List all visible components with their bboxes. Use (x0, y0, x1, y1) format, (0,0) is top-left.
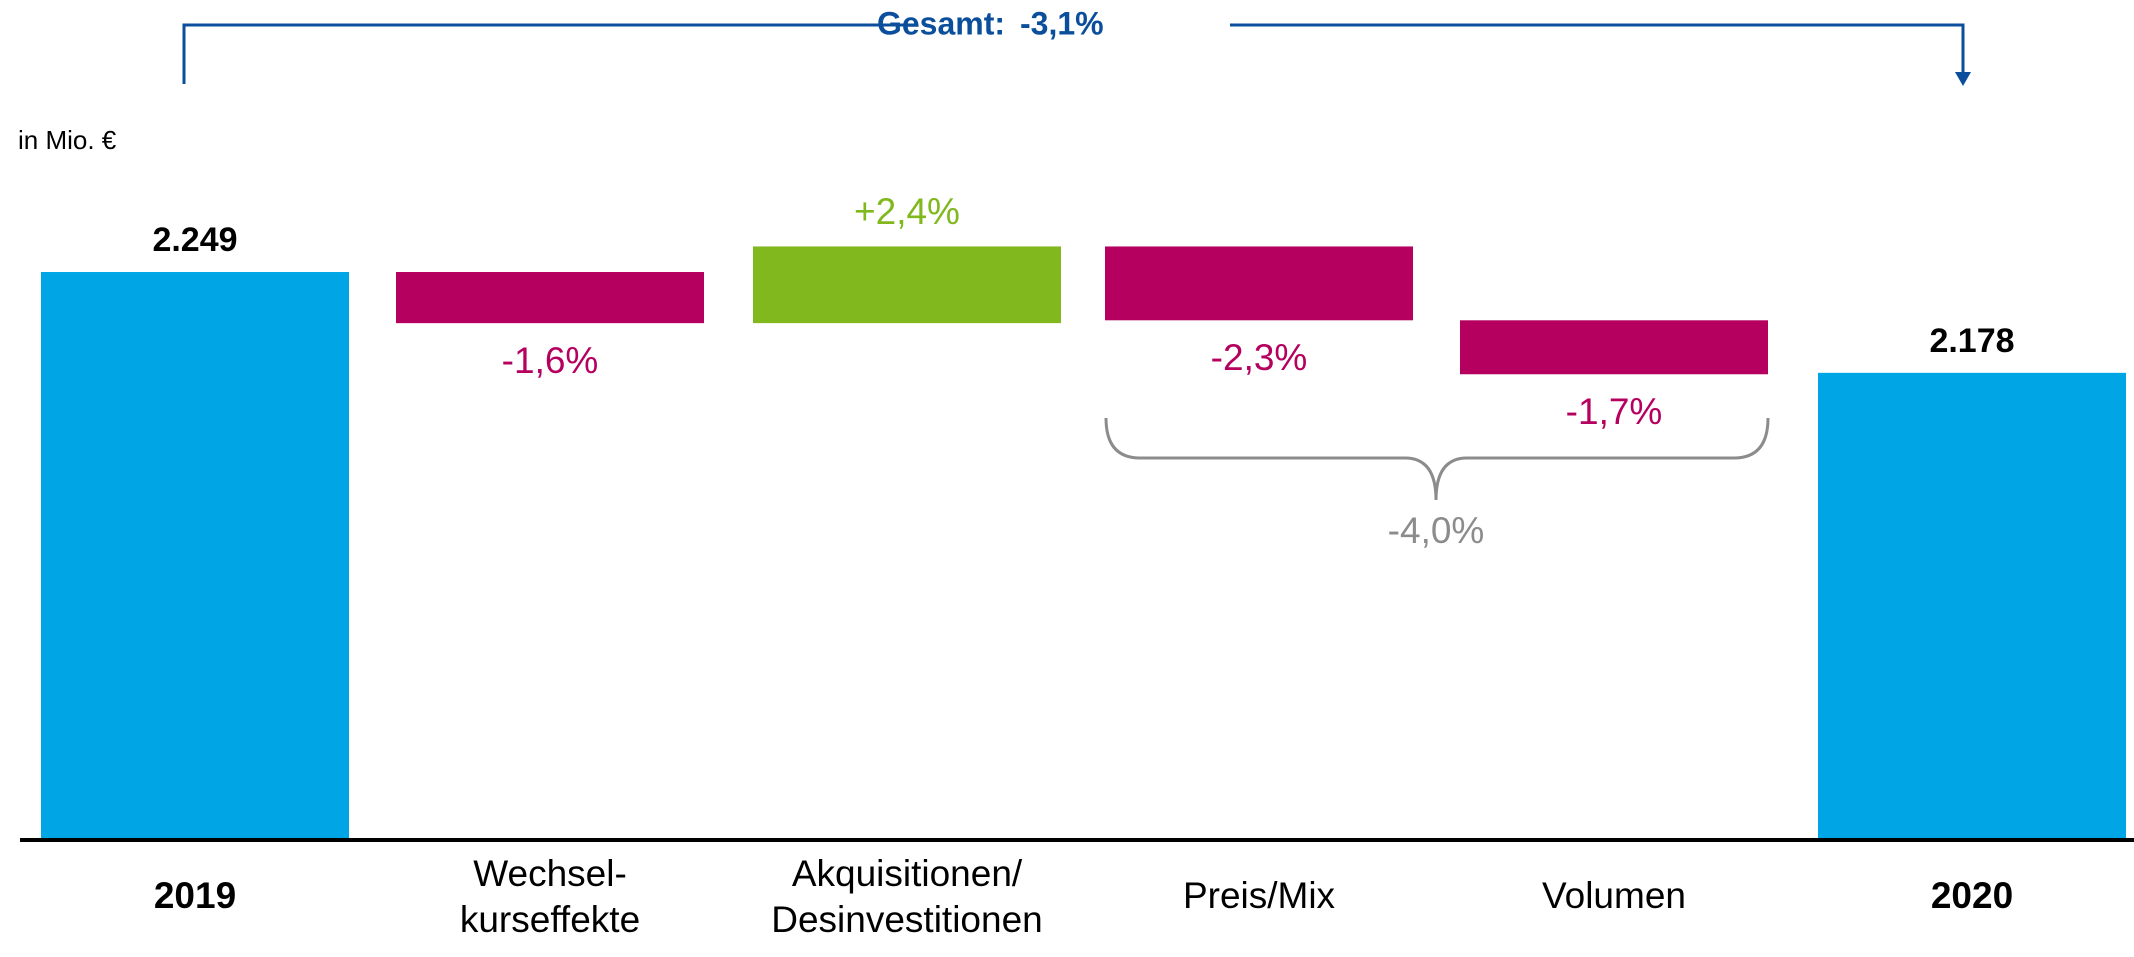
bar (41, 272, 349, 841)
bracket-label: -4,0% (1388, 510, 1485, 551)
bar (753, 246, 1061, 324)
subtotal-bracket (1104, 417, 1770, 501)
arrow-head (1955, 72, 1971, 86)
bar (1460, 320, 1768, 375)
total-change-label: Gesamt: (877, 5, 1005, 41)
total-bracket (182, 23, 1965, 84)
x-tick-label: 2019 (153, 875, 237, 916)
x-tick-label: 2020 (1930, 875, 2014, 916)
total-change-value: -3,1% (1020, 5, 1104, 41)
bar (1105, 246, 1413, 321)
percent-label: -1,6% (502, 340, 599, 381)
value-label: 2.249 (152, 221, 237, 259)
x-tick-label: Volumen (1542, 875, 1686, 916)
percent-label: -1,7% (1566, 391, 1663, 432)
y-axis-label: in Mio. € (18, 125, 117, 155)
x-tick-label: Wechsel- kurseffekte (459, 853, 641, 940)
x-tick-label: Akquisitionen/ Desinvestitionen (771, 853, 1043, 940)
percent-label: -2,3% (1211, 337, 1308, 378)
bracket-left (182, 23, 915, 84)
value-label: 2.178 (1929, 322, 2014, 360)
x-tick-label: Preis/Mix (1182, 875, 1336, 916)
percent-label: +2,4% (854, 191, 960, 232)
bracket-right (1230, 23, 1965, 78)
bar (396, 272, 704, 324)
bar (1818, 372, 2126, 840)
